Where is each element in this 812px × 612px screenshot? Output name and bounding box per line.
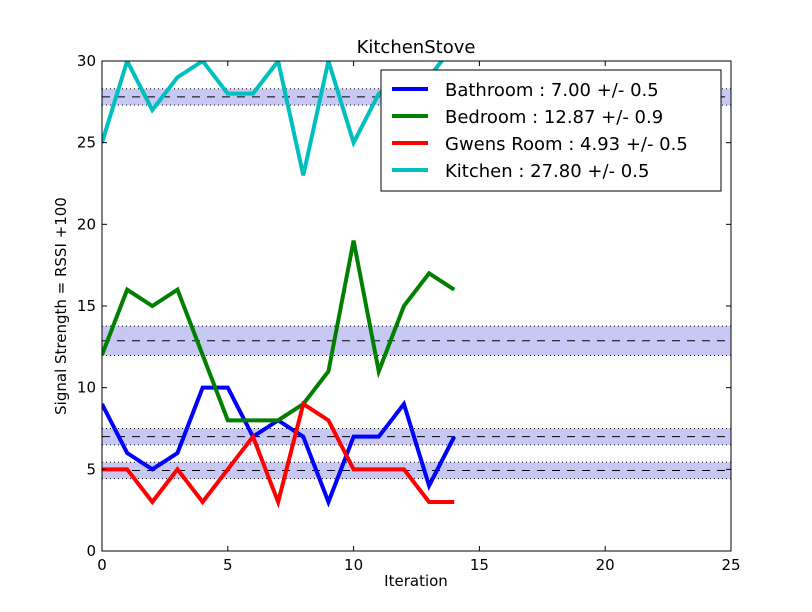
y-tick-label-1: 5	[86, 460, 96, 478]
y-tick-label-2: 10	[77, 379, 96, 397]
y-tick-label-3: 15	[77, 297, 96, 315]
x-tick-label-0: 0	[97, 556, 107, 574]
legend-label-3: Kitchen : 27.80 +/- 0.5	[445, 161, 649, 182]
x-tick-label-2: 10	[344, 556, 363, 574]
x-tick-label-4: 20	[596, 556, 615, 574]
chart-title: KitchenStove	[357, 37, 476, 58]
x-tick-label-5: 25	[721, 556, 740, 574]
legend-label-1: Bedroom : 12.87 +/- 0.9	[445, 107, 663, 128]
legend-label-2: Gwens Room : 4.93 +/- 0.5	[445, 134, 688, 155]
x-axis-label: Iteration	[384, 572, 448, 590]
y-tick-label-5: 25	[77, 134, 96, 152]
axis-ticks: 0 5 10 15 20 25 0 5 10 15 20 25 30	[77, 52, 741, 574]
legend-label-0: Bathroom : 7.00 +/- 0.5	[445, 80, 659, 101]
band-fill-2	[102, 462, 731, 479]
series-line-2	[102, 400, 455, 509]
y-tick-label-6: 30	[77, 52, 96, 70]
x-tick-label-3: 15	[470, 556, 489, 574]
x-tick-label-1: 5	[223, 556, 233, 574]
legend: Bathroom : 7.00 +/- 0.5 Bedroom : 12.87 +…	[380, 69, 722, 192]
y-tick-label-0: 0	[86, 542, 96, 560]
y-axis-label: Signal Strength = RSSI +100	[52, 197, 70, 415]
series-line-1	[102, 240, 456, 423]
y-tick-label-4: 20	[77, 215, 96, 233]
legend-frame	[380, 69, 722, 192]
band-fill-1	[102, 326, 731, 356]
